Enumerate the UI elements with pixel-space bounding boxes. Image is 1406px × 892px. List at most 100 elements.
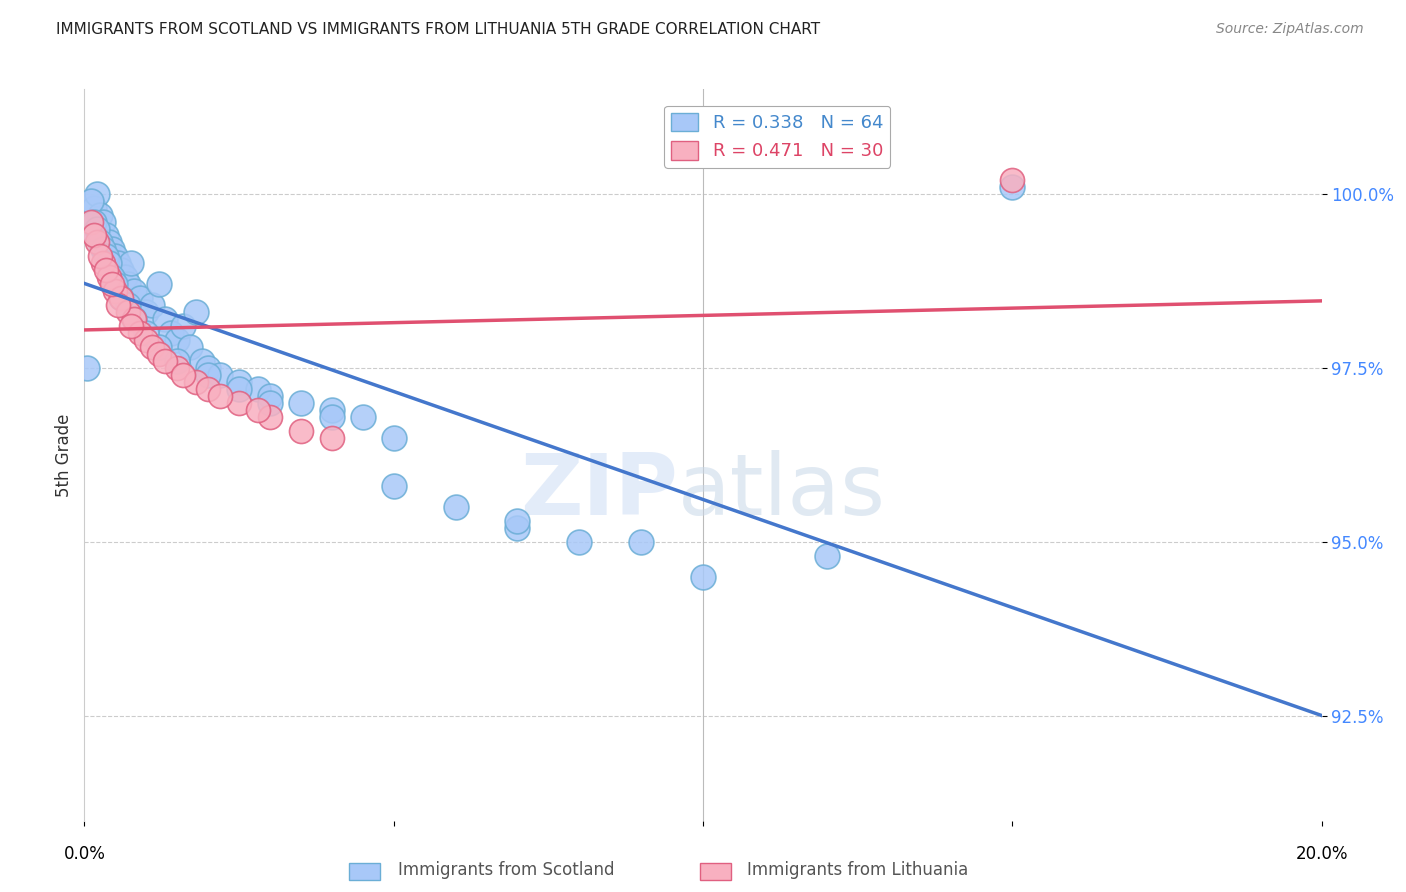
Point: [122, 284, 145, 298]
Point: [104, 277, 127, 292]
Point: [246, 402, 269, 417]
Point: [104, 284, 127, 298]
Point: [122, 312, 145, 326]
Point: [444, 500, 467, 515]
Point: [259, 409, 281, 424]
Point: [98, 235, 121, 250]
Point: [259, 389, 281, 403]
Point: [86, 235, 108, 250]
Point: [135, 333, 157, 347]
Point: [89, 235, 111, 250]
Point: [148, 340, 170, 354]
Point: [98, 256, 121, 270]
Point: [321, 430, 343, 444]
Legend: R = 0.338   N = 64, R = 0.471   N = 30: R = 0.338 N = 64, R = 0.471 N = 30: [664, 105, 890, 168]
Point: [153, 312, 176, 326]
Point: [120, 319, 142, 334]
Point: [107, 298, 129, 312]
Point: [228, 382, 250, 396]
Point: [83, 201, 105, 215]
Point: [1001, 179, 1024, 194]
Point: [321, 402, 343, 417]
Point: [117, 305, 139, 319]
Point: [120, 256, 142, 270]
Point: [209, 368, 232, 382]
Point: [135, 305, 157, 319]
Point: [91, 256, 114, 270]
Point: [246, 382, 269, 396]
Point: [104, 249, 127, 263]
Text: atlas: atlas: [678, 450, 886, 533]
Point: [568, 535, 591, 549]
Point: [101, 243, 124, 257]
Point: [166, 354, 188, 368]
Text: Immigrants from Lithuania: Immigrants from Lithuania: [747, 861, 969, 879]
Point: [153, 354, 176, 368]
Point: [122, 312, 145, 326]
Point: [94, 263, 117, 277]
Point: [148, 347, 170, 361]
Point: [141, 298, 163, 312]
Point: [94, 228, 117, 243]
Point: [184, 305, 207, 319]
Point: [506, 514, 529, 528]
Point: [172, 368, 194, 382]
Point: [290, 395, 312, 409]
Y-axis label: 5th Grade: 5th Grade: [55, 413, 73, 497]
Point: [692, 570, 714, 584]
Point: [89, 208, 111, 222]
Point: [76, 360, 98, 375]
Point: [141, 340, 163, 354]
Point: [86, 186, 108, 201]
Point: [91, 214, 114, 228]
Point: [114, 270, 136, 285]
Point: [91, 243, 114, 257]
Point: [166, 360, 188, 375]
Point: [160, 326, 183, 340]
Text: Source: ZipAtlas.com: Source: ZipAtlas.com: [1216, 22, 1364, 37]
Point: [259, 395, 281, 409]
Point: [172, 319, 194, 334]
Point: [83, 228, 105, 243]
Point: [166, 333, 188, 347]
Point: [1001, 173, 1024, 187]
Point: [89, 249, 111, 263]
Point: [321, 409, 343, 424]
Point: [101, 270, 124, 285]
Point: [184, 375, 207, 389]
Point: [83, 214, 105, 228]
Point: [110, 291, 132, 305]
Point: [197, 368, 219, 382]
Point: [506, 521, 529, 535]
Point: [117, 277, 139, 292]
Point: [79, 194, 101, 208]
Point: [209, 389, 232, 403]
Text: 0.0%: 0.0%: [63, 845, 105, 863]
Point: [79, 214, 101, 228]
Text: IMMIGRANTS FROM SCOTLAND VS IMMIGRANTS FROM LITHUANIA 5TH GRADE CORRELATION CHAR: IMMIGRANTS FROM SCOTLAND VS IMMIGRANTS F…: [56, 22, 820, 37]
Text: ZIP: ZIP: [520, 450, 678, 533]
Point: [815, 549, 838, 563]
Text: Immigrants from Scotland: Immigrants from Scotland: [398, 861, 614, 879]
Point: [197, 382, 219, 396]
Point: [117, 298, 139, 312]
Point: [148, 277, 170, 292]
Point: [129, 291, 152, 305]
Point: [382, 430, 405, 444]
Point: [79, 221, 101, 235]
Point: [110, 291, 132, 305]
Point: [94, 249, 117, 263]
Point: [228, 395, 250, 409]
Point: [191, 354, 214, 368]
Point: [630, 535, 652, 549]
Point: [228, 375, 250, 389]
Point: [98, 270, 121, 285]
Point: [86, 221, 108, 235]
Point: [135, 326, 157, 340]
Point: [179, 340, 201, 354]
Point: [107, 256, 129, 270]
Point: [101, 277, 124, 292]
Point: [129, 326, 152, 340]
Point: [352, 409, 374, 424]
Point: [197, 360, 219, 375]
